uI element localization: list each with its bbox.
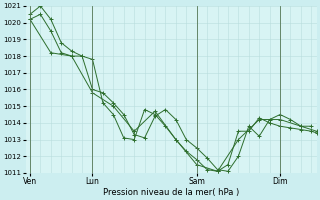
X-axis label: Pression niveau de la mer( hPa ): Pression niveau de la mer( hPa ) xyxy=(103,188,239,197)
